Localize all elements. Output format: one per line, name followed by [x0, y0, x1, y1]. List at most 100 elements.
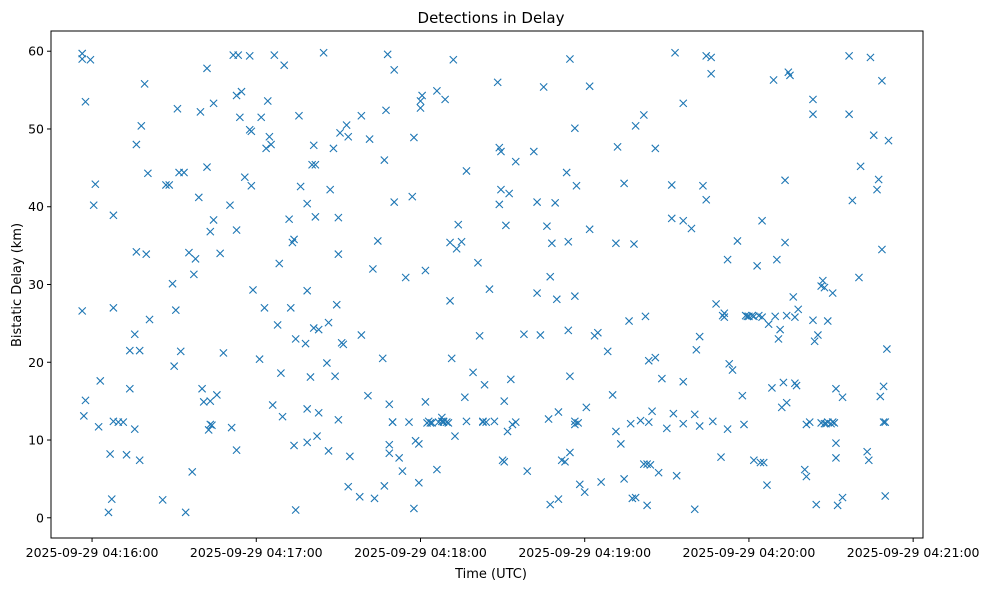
data-point: [597, 478, 606, 487]
data-point: [608, 390, 617, 399]
data-point: [869, 131, 878, 140]
data-points: [78, 48, 893, 517]
data-point: [695, 332, 704, 341]
data-point: [616, 439, 625, 448]
data-point: [631, 121, 640, 130]
data-point: [758, 216, 767, 225]
data-point: [132, 247, 141, 256]
data-point: [496, 147, 505, 156]
data-point: [125, 346, 134, 355]
data-point: [263, 96, 272, 105]
data-point: [332, 300, 341, 309]
data-point: [345, 452, 354, 461]
data-point: [626, 419, 635, 428]
data-point: [446, 296, 455, 305]
data-point: [303, 404, 312, 413]
data-point: [723, 255, 732, 264]
data-point: [707, 69, 716, 78]
data-point: [232, 226, 241, 235]
data-point: [753, 261, 762, 270]
data-point: [625, 317, 634, 326]
data-point: [813, 331, 822, 340]
data-point: [882, 345, 891, 354]
data-point: [206, 420, 215, 429]
data-point: [738, 391, 747, 400]
data-point: [478, 418, 487, 427]
data-point: [143, 169, 152, 178]
data-point: [669, 409, 678, 418]
data-point: [631, 493, 640, 502]
data-point: [629, 240, 638, 249]
data-point: [554, 495, 563, 504]
data-point: [409, 504, 418, 513]
data-point: [194, 193, 203, 202]
data-point: [324, 318, 333, 327]
data-point: [309, 141, 318, 150]
data-point: [355, 492, 364, 501]
data-point: [291, 334, 300, 343]
data-point: [575, 480, 584, 489]
data-point: [308, 160, 317, 169]
data-point: [864, 456, 873, 465]
data-point: [845, 51, 854, 60]
data-point: [772, 255, 781, 264]
data-point: [326, 185, 335, 194]
data-point: [247, 127, 256, 136]
data-point: [286, 303, 295, 312]
x-tick-label: 2025-09-29 04:21:00: [847, 545, 980, 560]
data-point: [232, 446, 241, 455]
data-point: [204, 425, 213, 434]
data-point: [203, 64, 211, 73]
data-point: [692, 345, 701, 354]
data-point: [442, 418, 451, 427]
data-point: [723, 425, 732, 434]
data-point: [339, 340, 348, 349]
data-point: [158, 495, 167, 504]
data-point: [209, 215, 218, 224]
data-point: [142, 250, 151, 259]
data-point: [823, 317, 832, 326]
data-point: [414, 439, 423, 448]
data-point: [812, 500, 821, 509]
data-point: [785, 71, 794, 80]
data-point: [189, 270, 198, 279]
data-point: [482, 418, 491, 427]
data-point: [720, 313, 729, 322]
data-point: [383, 50, 392, 59]
data-point: [565, 448, 574, 457]
y-tick-label: 40: [28, 199, 44, 214]
data-point: [275, 259, 284, 268]
data-point: [303, 286, 312, 295]
data-point: [547, 239, 556, 248]
data-point: [771, 312, 780, 321]
data-point: [122, 450, 131, 459]
data-point: [135, 456, 144, 465]
y-tick-label: 10: [28, 433, 44, 448]
data-point: [585, 82, 594, 91]
data-point: [306, 373, 315, 382]
data-point: [370, 494, 379, 503]
data-point: [198, 384, 207, 393]
data-point: [620, 179, 629, 188]
data-point: [702, 195, 711, 204]
data-point: [644, 356, 653, 365]
data-point: [267, 140, 276, 149]
data-point: [794, 305, 803, 314]
data-point: [473, 258, 482, 267]
data-point: [565, 372, 574, 381]
data-point: [511, 418, 520, 427]
data-point: [94, 422, 103, 431]
data-point: [130, 425, 139, 434]
data-point: [506, 375, 515, 384]
data-point: [294, 111, 303, 120]
data-point: [830, 418, 839, 427]
data-point: [639, 110, 648, 119]
data-point: [554, 408, 563, 417]
data-point: [449, 55, 458, 64]
data-point: [342, 121, 351, 130]
data-point: [552, 295, 561, 304]
x-tick-label: 2025-09-29 04:16:00: [26, 545, 159, 560]
data-point: [170, 362, 179, 371]
data-point: [322, 359, 331, 368]
data-point: [646, 460, 655, 469]
